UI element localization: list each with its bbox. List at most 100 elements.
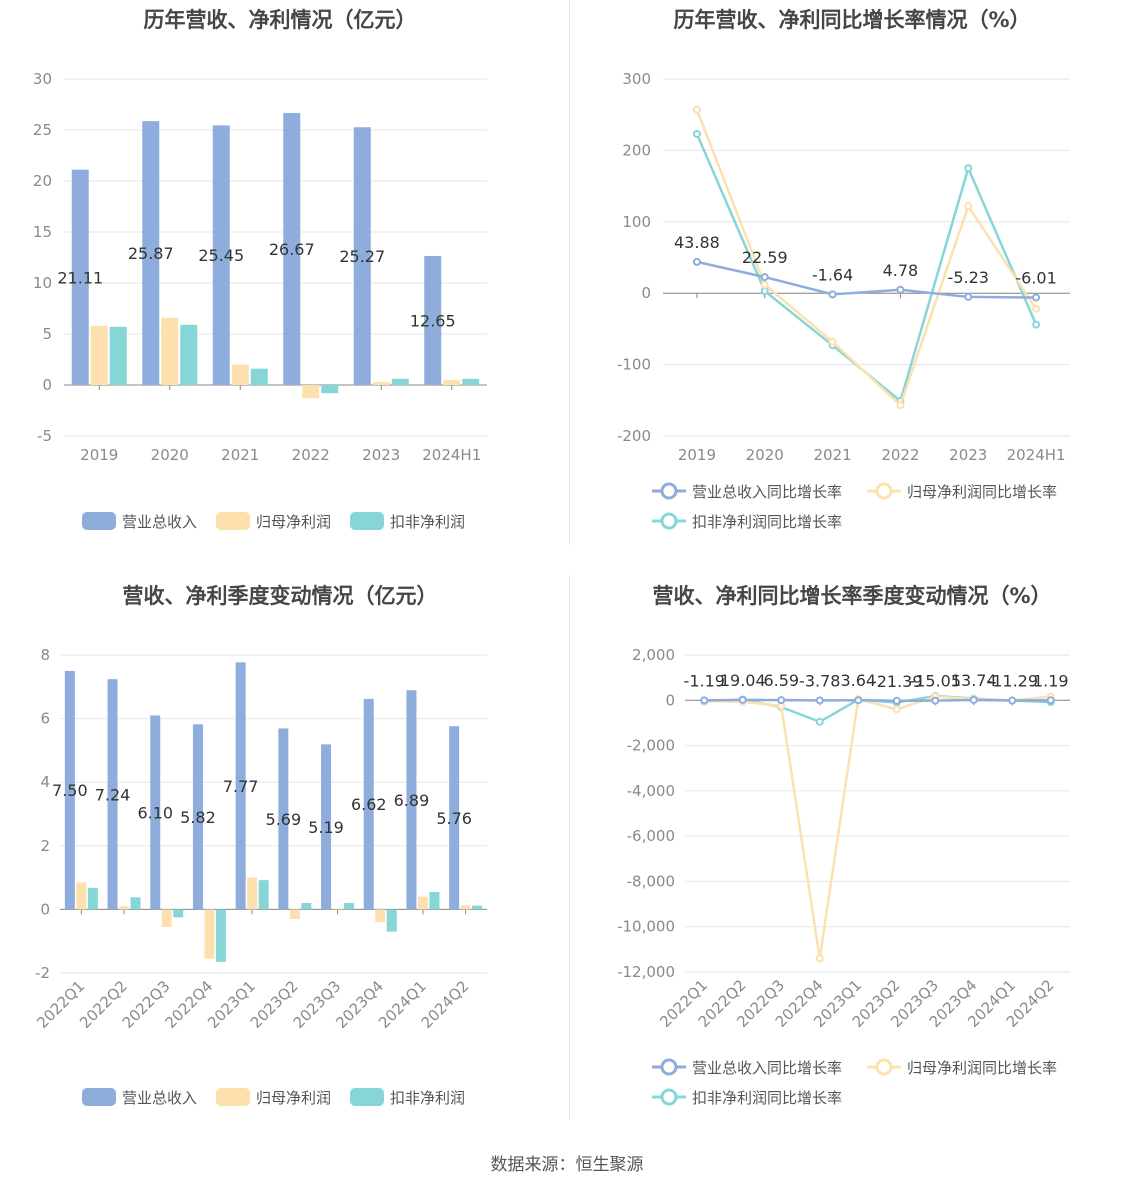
legend-marker	[350, 512, 384, 530]
data-label: 6.62	[351, 795, 387, 814]
bar	[283, 112, 301, 385]
data-point	[828, 290, 837, 299]
data-label: 25.87	[128, 244, 174, 263]
bar	[321, 744, 332, 910]
data-point	[815, 696, 824, 705]
data-point	[896, 285, 905, 294]
data-label: 21.11	[57, 268, 103, 287]
annual-growth-chart-panel: 历年营收、净利同比增长率情况（%） -200 -100 0 100 200 300 2019…	[570, 0, 1134, 545]
bar	[130, 897, 141, 910]
chart-title: 历年营收、净利同比增长率情况（%）	[673, 8, 1031, 32]
y-tick-label: -2,000	[627, 737, 675, 755]
data-point	[760, 287, 769, 296]
y-tick-label: 2,000	[632, 646, 675, 664]
legend-label: 归母净利润同比增长率	[907, 1059, 1057, 1077]
bar	[90, 325, 108, 385]
x-tick-label: 2023	[949, 446, 987, 464]
y-tick-label: -12,000	[617, 963, 675, 981]
data-point	[969, 695, 978, 704]
data-point	[1032, 320, 1041, 329]
legend-marker	[216, 1088, 250, 1106]
data-point	[964, 164, 973, 173]
legend-marker	[82, 512, 116, 530]
data-label: -6.01	[1015, 268, 1056, 287]
legend-label: 营业总收入	[122, 1089, 197, 1107]
bar	[417, 896, 428, 910]
data-point	[892, 705, 901, 714]
y-tick-label: 30	[33, 70, 52, 88]
bar	[353, 127, 371, 385]
data-label: -3.78	[799, 671, 840, 690]
legend-label: 归母净利润同比增长率	[907, 483, 1057, 501]
legend-label: 归母净利润	[256, 513, 331, 531]
legend-marker-dot	[875, 482, 893, 500]
bar	[192, 724, 203, 910]
y-tick-label: 2	[40, 837, 50, 855]
panel-divider	[569, 0, 570, 545]
data-label: 13.74	[951, 671, 997, 690]
y-tick-label: 25	[33, 121, 52, 139]
y-tick-label: -4,000	[627, 782, 675, 800]
bar	[460, 905, 471, 910]
bar	[424, 255, 442, 385]
y-tick-label: 200	[622, 141, 651, 159]
quarterly-growth-line-chart: -12,000 -10,000 -8,000 -6,000 -4,000 -2,000 0 2…	[617, 646, 1070, 1107]
y-tick-label: 0	[641, 284, 651, 302]
bar	[119, 906, 130, 910]
data-point	[760, 280, 769, 289]
data-point	[692, 129, 701, 138]
bar	[212, 125, 230, 385]
series-line	[704, 695, 1051, 959]
data-point	[815, 954, 824, 963]
legend-marker	[216, 512, 250, 530]
legend-label: 归母净利润	[256, 1089, 331, 1107]
data-label: 1.19	[1033, 671, 1069, 690]
y-tick-label: -10,000	[617, 918, 675, 936]
panel-divider	[569, 575, 570, 1120]
data-label: 22.59	[742, 248, 788, 267]
data-label: 7.77	[223, 777, 259, 796]
bar	[386, 909, 397, 932]
legend-label: 扣非净利润	[390, 513, 465, 531]
data-label: -1.19	[684, 671, 725, 690]
bar	[150, 715, 161, 910]
data-label: 5.82	[180, 808, 216, 827]
legend-marker	[350, 1088, 384, 1106]
chart-title: 营收、净利季度变动情况（亿元）	[122, 584, 438, 608]
bar	[180, 324, 198, 385]
y-tick-label: 5	[42, 325, 52, 343]
data-label: 7.50	[52, 781, 88, 800]
y-tick-label: 8	[40, 646, 50, 664]
data-point	[896, 401, 905, 410]
data-label: 6.59	[763, 671, 799, 690]
bar	[278, 728, 289, 910]
bar	[443, 379, 461, 385]
data-point	[828, 337, 837, 346]
x-tick-label: 2022	[881, 446, 919, 464]
data-point	[1008, 696, 1017, 705]
y-tick-label: -100	[617, 356, 651, 374]
y-tick-label: 4	[40, 773, 50, 791]
y-tick-label: 20	[33, 172, 52, 190]
x-tick-label: 2024Q2	[418, 977, 473, 1032]
legend-label: 扣非净利润同比增长率	[692, 513, 842, 531]
legend-label: 营业总收入同比增长率	[692, 483, 842, 501]
data-label: 5.76	[436, 809, 472, 828]
y-tick-label: 0	[665, 691, 675, 709]
data-point	[1032, 304, 1041, 313]
bar	[344, 903, 355, 910]
legend-marker	[82, 1088, 116, 1106]
data-label: 6.89	[394, 791, 430, 810]
chart-title: 营收、净利同比增长率季度变动情况（%）	[652, 584, 1052, 608]
bar	[204, 909, 215, 959]
legend-label: 扣非净利润	[390, 1089, 465, 1107]
annual-chart-panel: 历年营收、净利情况（亿元） -5 0 5 10 15 20 25 30 2019 21.11 202…	[0, 0, 560, 545]
bar	[375, 909, 386, 923]
data-source-note: 数据来源：恒生聚源	[490, 1155, 644, 1175]
quarterly-revenue-profit-bar-chart: -2024682022Q17.502022Q27.242022Q36.10202…	[33, 646, 487, 1107]
bar	[250, 368, 268, 385]
data-label: 3.64	[840, 671, 876, 690]
bar	[76, 882, 87, 910]
bar	[372, 381, 390, 385]
data-label: 5.69	[266, 810, 302, 829]
